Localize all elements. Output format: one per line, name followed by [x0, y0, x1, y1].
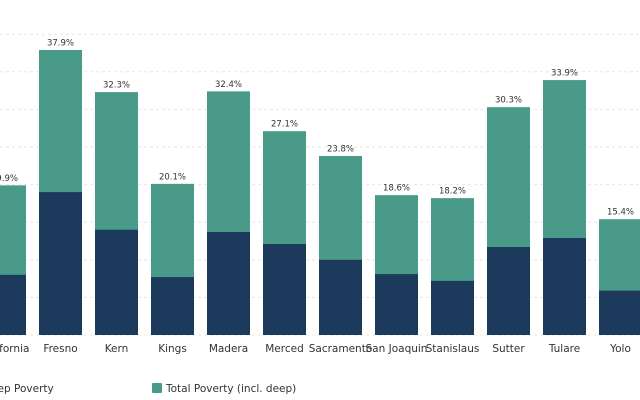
bar: [375, 274, 418, 335]
x-tick-label: Tulare: [548, 343, 580, 355]
x-tick-label: San Joaquin: [366, 343, 428, 355]
value-label: 33.9%: [551, 69, 578, 79]
bar: [95, 229, 138, 335]
value-label: 20.1%: [159, 172, 186, 182]
x-tick-label: Sutter: [492, 343, 525, 355]
bar: [39, 192, 82, 335]
value-label: 18.2%: [439, 187, 466, 197]
value-label: 23.8%: [327, 145, 354, 155]
x-tick-label: Kings: [158, 343, 187, 355]
legend-label: Deep Poverty: [0, 383, 54, 395]
bar: [599, 290, 640, 335]
bar: [151, 277, 194, 335]
value-label: 19.9%: [0, 174, 18, 184]
value-label: 27.1%: [271, 120, 298, 130]
x-tick-label: Merced: [265, 343, 304, 355]
value-label: 32.3%: [103, 81, 130, 91]
bar: [319, 259, 362, 335]
value-label: 15.4%: [607, 208, 634, 218]
x-tick-label: Yolo: [609, 343, 631, 355]
x-tick-label: California: [0, 343, 29, 355]
bar: [263, 244, 306, 335]
x-tick-label: Kern: [105, 343, 129, 355]
x-tick-label: Sacramento: [309, 343, 373, 355]
value-label: 30.3%: [495, 96, 522, 106]
legend-swatch: [152, 383, 162, 393]
x-tick-label: Fresno: [43, 343, 77, 355]
legend-label: Total Poverty (incl. deep): [165, 383, 296, 395]
bar: [543, 237, 586, 335]
bar: [207, 231, 250, 335]
x-tick-label: Madera: [209, 343, 248, 355]
value-label: 18.6%: [383, 184, 410, 194]
value-label: 37.9%: [47, 38, 74, 48]
bar: [487, 247, 530, 335]
bar: [431, 280, 474, 335]
value-label: 32.4%: [215, 80, 242, 90]
bar: [0, 274, 26, 335]
x-tick-label: Stanislaus: [426, 343, 480, 355]
